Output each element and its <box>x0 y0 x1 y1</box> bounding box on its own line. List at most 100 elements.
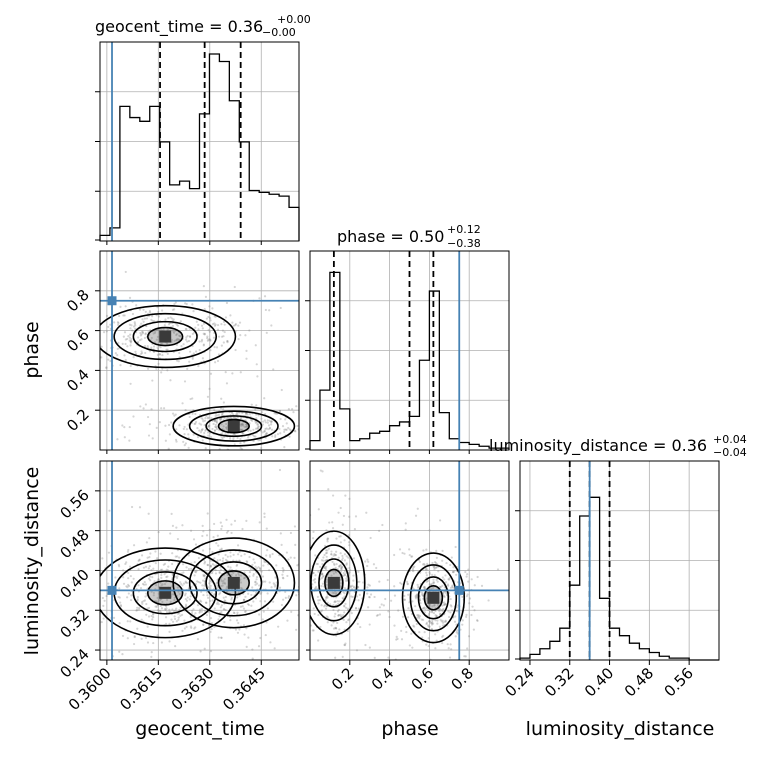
sample-point <box>216 328 220 331</box>
sample-point <box>201 418 204 421</box>
sample-point <box>212 536 215 539</box>
sample-point <box>471 605 474 608</box>
sample-point <box>188 335 192 338</box>
sample-point <box>176 555 179 558</box>
sample-point <box>264 308 267 312</box>
sample-point <box>255 452 257 454</box>
sample-point <box>173 302 176 306</box>
sample-point <box>308 671 310 673</box>
sample-point <box>245 451 247 453</box>
sample-point <box>287 426 290 430</box>
sample-point <box>251 657 254 660</box>
sample-point <box>245 357 248 360</box>
sample-point <box>150 336 153 340</box>
sample-point <box>322 574 325 578</box>
sample-point <box>388 615 391 619</box>
sample-point <box>197 365 200 368</box>
sample-point <box>397 679 399 681</box>
sample-point <box>244 423 247 426</box>
sample-point <box>182 343 185 346</box>
sample-point <box>165 605 168 608</box>
sample-point <box>246 413 249 416</box>
sample-point <box>237 324 240 327</box>
sample-point <box>239 437 242 441</box>
sample-point <box>254 597 258 600</box>
sample-point <box>160 607 164 610</box>
sample-point <box>197 323 200 326</box>
sample-point <box>343 569 347 573</box>
sample-point <box>353 586 356 589</box>
panel-frame <box>309 460 510 661</box>
sample-point <box>236 631 240 634</box>
sample-point <box>438 519 442 522</box>
sample-point <box>334 554 337 557</box>
sample-point <box>415 622 418 626</box>
sample-point <box>264 433 268 436</box>
sample-point <box>266 607 269 610</box>
sample-point <box>272 582 275 585</box>
sample-point <box>166 369 169 372</box>
sample-point <box>255 575 259 579</box>
sample-point <box>431 573 434 576</box>
sample-point <box>139 334 142 337</box>
sample-point <box>289 429 293 432</box>
sample-point <box>259 438 262 442</box>
sample-point <box>166 352 169 355</box>
sample-point <box>286 574 289 578</box>
sample-point <box>228 416 231 419</box>
sample-point <box>160 309 164 312</box>
sample-point <box>336 610 340 613</box>
sample-point <box>217 618 220 621</box>
xlabel-phase: phase <box>381 718 438 740</box>
sample-point <box>261 618 264 621</box>
sample-point <box>105 366 108 369</box>
sample-point <box>47 572 49 574</box>
sample-point <box>336 599 339 603</box>
sample-point <box>129 344 132 347</box>
x-tick-label: 0.3645 <box>219 664 269 714</box>
sample-point <box>281 566 284 570</box>
sample-point <box>138 558 141 561</box>
contour <box>217 418 250 434</box>
sample-point <box>302 600 304 602</box>
sample-point <box>119 604 123 607</box>
sample-point <box>243 599 246 602</box>
sample-point <box>432 582 435 585</box>
sample-point <box>472 628 475 631</box>
sample-point <box>324 567 328 571</box>
sample-point <box>232 559 235 562</box>
sample-point <box>129 598 133 602</box>
sample-point <box>179 335 182 338</box>
sample-point <box>140 554 144 557</box>
sample-point <box>254 435 257 438</box>
sample-point <box>233 519 237 522</box>
sample-point <box>443 601 446 604</box>
sample-point <box>239 371 242 374</box>
sample-point <box>326 601 329 604</box>
sample-point <box>433 568 436 571</box>
sample-point <box>241 423 244 426</box>
sample-point <box>288 435 291 438</box>
sample-point <box>426 579 430 582</box>
sample-point <box>332 608 335 612</box>
sample-point <box>294 430 297 433</box>
sample-point <box>279 306 282 310</box>
sample-point <box>76 320 78 322</box>
sample-point <box>255 578 258 581</box>
sample-point <box>176 586 179 589</box>
sample-point <box>188 360 191 363</box>
sample-point <box>265 621 268 624</box>
sample-point <box>476 575 479 579</box>
sample-point <box>259 567 262 571</box>
sample-point <box>301 422 303 424</box>
sample-point <box>473 584 476 587</box>
sample-point <box>179 614 182 617</box>
sample-point <box>213 419 216 422</box>
sample-point <box>259 636 262 640</box>
sample-point <box>240 424 243 428</box>
sample-point <box>467 635 471 638</box>
sample-point <box>117 323 120 326</box>
sample-point <box>132 356 135 359</box>
sample-point <box>335 563 338 566</box>
sample-point <box>256 427 259 430</box>
